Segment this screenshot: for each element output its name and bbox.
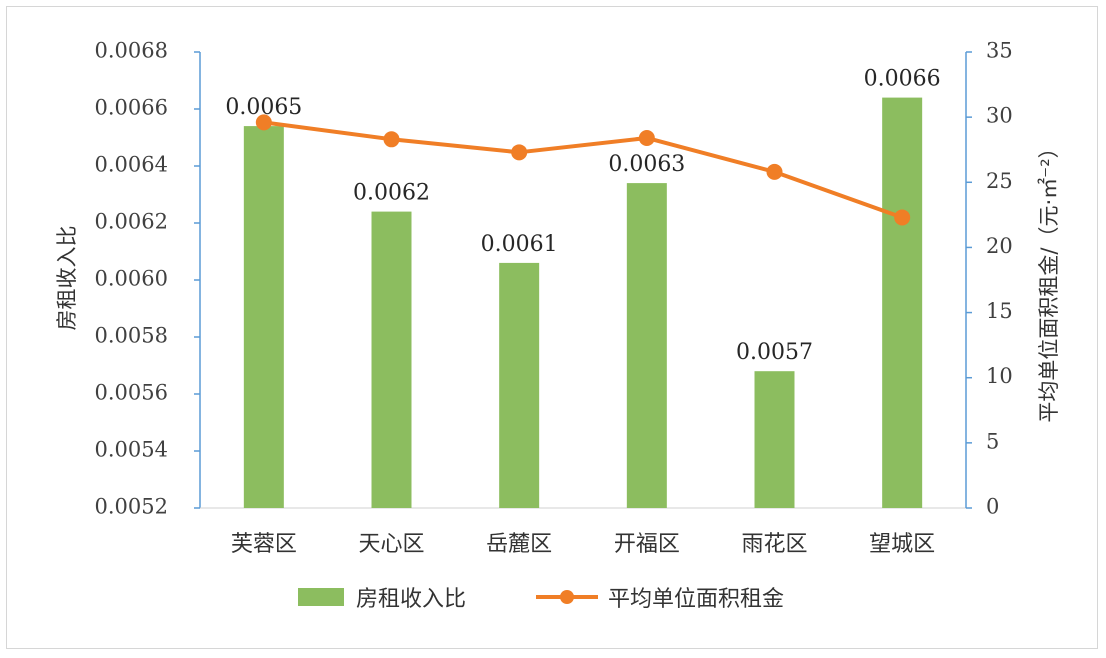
legend-line-label: 平均单位面积租金 (608, 587, 784, 612)
bar-data-label: 0.0057 (736, 340, 813, 365)
legend-line-marker (560, 590, 574, 604)
bar (754, 371, 795, 508)
legend-bar-swatch (298, 588, 344, 606)
bar (371, 211, 412, 508)
category-label: 芙蓉区 (231, 532, 297, 557)
left-tick-label: 0.0054 (95, 438, 168, 462)
right-axis-title: 平均单位面积租金/（元·㎡⁻²） (1037, 137, 1061, 422)
left-tick-label: 0.0052 (95, 495, 168, 519)
category-label: 岳麓区 (486, 532, 552, 557)
right-tick-label: 30 (986, 104, 1013, 128)
right-tick-label: 0 (986, 495, 999, 519)
left-axis-title: 房租收入比 (55, 226, 79, 331)
bar-data-label: 0.0066 (864, 67, 941, 92)
left-tick-label: 0.0066 (95, 96, 168, 120)
right-axis: 0 5 10 15 20 25 30 35 (965, 39, 1013, 519)
right-tick-label: 25 (986, 169, 1013, 193)
line-path (263, 120, 903, 220)
line-point (894, 209, 911, 226)
bar (243, 126, 284, 508)
bar (626, 183, 667, 508)
right-tick-label: 5 (986, 429, 999, 453)
x-axis-categories: 芙蓉区 天心区 岳麓区 开福区 雨花区 望城区 (231, 532, 935, 557)
line-point (638, 129, 655, 146)
category-label: 雨花区 (741, 532, 807, 557)
left-tick-label: 0.0068 (95, 39, 168, 63)
left-tick-label: 0.0058 (95, 324, 168, 348)
left-tick-label: 0.0064 (95, 153, 168, 177)
right-tick-label: 35 (986, 39, 1013, 63)
right-tick-label: 10 (986, 364, 1013, 388)
right-tick-label: 15 (986, 299, 1013, 323)
left-tick-label: 0.0060 (95, 267, 168, 291)
left-tick-label: 0.0056 (95, 381, 168, 405)
line-point (766, 163, 783, 180)
bar (499, 262, 540, 508)
bar-data-label: 0.0061 (481, 232, 558, 257)
line-point (255, 114, 272, 131)
line-point (511, 144, 528, 161)
category-label: 天心区 (358, 532, 424, 557)
category-label: 开福区 (614, 532, 680, 557)
line-point (383, 131, 400, 148)
line-series (255, 114, 911, 226)
legend-bar-label: 房租收入比 (356, 587, 466, 612)
left-axis: 0.0052 0.0054 0.0056 0.0058 0.0060 0.0062 0.00… (95, 39, 966, 519)
legend: 房租收入比 平均单位面积租金 (298, 587, 784, 612)
bar (882, 97, 923, 508)
category-label: 望城区 (869, 532, 935, 557)
bar-data-label: 0.0063 (608, 152, 685, 177)
left-tick-label: 0.0062 (95, 210, 168, 234)
bar-series (243, 97, 923, 508)
right-tick-label: 20 (986, 234, 1013, 258)
bar-data-label: 0.0062 (353, 181, 430, 206)
